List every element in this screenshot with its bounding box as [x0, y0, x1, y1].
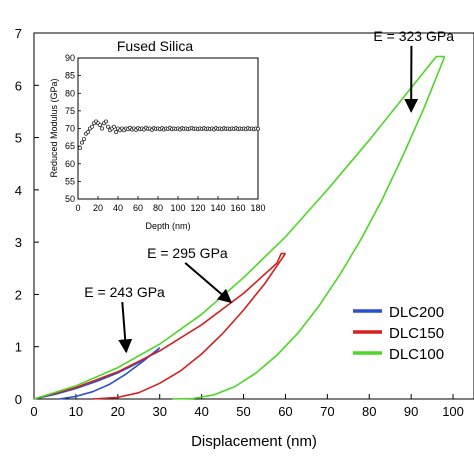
inset-plot: Fused Silica 0 20 40 60 80 100 120 140 160 180 50… — [49, 38, 266, 231]
inset-x-axis-ticks: 0 20 40 60 80 100 120 140 160 180 — [75, 196, 266, 213]
inset-data-point — [104, 119, 109, 124]
inset-x-tick-label: 160 — [230, 203, 245, 213]
inset-y-tick-label: 65 — [65, 141, 75, 151]
annotation-arrow — [118, 301, 133, 354]
inset-y-tick-label: 85 — [65, 71, 75, 81]
inset-y-tick-label: 60 — [65, 159, 75, 169]
inset-data-point — [255, 126, 260, 131]
x-tick-label: 30 — [152, 404, 166, 419]
main-annotations: E = 323 GPa E = 295 GPa E = 243 GPa — [84, 28, 454, 354]
annotation-arrow — [184, 262, 233, 304]
inset-x-tick-label: 140 — [210, 203, 225, 213]
inset-scatter-points — [78, 119, 260, 150]
y-tick-label: 1 — [15, 340, 22, 355]
main-y-axis-ticks: 0 1 2 3 4 5 6 7 — [15, 26, 39, 407]
main-plot-frame — [33, 32, 474, 400]
x-tick-label: 100 — [442, 404, 464, 419]
series-dlc100-loading-curve — [33, 55, 445, 400]
legend-label-dlc100: DLC100 — [389, 346, 444, 363]
inset-data-point — [106, 124, 111, 129]
inset-y-axis-ticks: 50 55 60 65 70 75 80 85 90 — [65, 53, 81, 204]
inset-y-tick-label: 75 — [65, 106, 75, 116]
y-tick-label: 6 — [15, 78, 22, 93]
inset-x-tick-label: 40 — [113, 203, 123, 213]
inset-y-tick-label: 70 — [65, 124, 75, 134]
y-tick-label: 4 — [15, 183, 22, 198]
x-tick-label: 20 — [111, 404, 125, 419]
inset-data-point — [100, 126, 105, 131]
series-dlc150-loading-curve — [33, 252, 286, 400]
x-tick-label: 10 — [69, 404, 83, 419]
legend-label-dlc150: DLC150 — [389, 325, 444, 342]
inset-y-tick-label: 80 — [65, 88, 75, 98]
series-dlc150-unloading-curve — [92, 253, 287, 400]
inset-y-tick-label: 90 — [65, 53, 75, 63]
annotation-label: E = 243 GPa — [84, 284, 165, 300]
inset-data-point — [86, 130, 91, 135]
inset-data-point — [112, 124, 117, 129]
inset-data-point — [82, 137, 87, 142]
series-dlc100-unloading-curve — [172, 56, 446, 400]
inset-y-axis-label: Reduced Modulus (GPa) — [49, 78, 59, 177]
inset-y-tick-label: 50 — [65, 194, 75, 204]
main-x-axis-ticks: 0 10 20 30 40 50 60 70 80 90 100 — [30, 394, 464, 419]
inset-data-point — [78, 145, 83, 150]
y-tick-label: 3 — [15, 235, 22, 250]
legend-label-dlc200: DLC200 — [389, 304, 444, 321]
y-tick-label: 2 — [15, 287, 22, 302]
annotation-label: E = 295 GPa — [147, 245, 228, 261]
inset-x-tick-label: 60 — [133, 203, 143, 213]
inset-y-tick-label: 55 — [65, 176, 75, 186]
main-plot: 0 10 20 30 40 50 60 70 80 90 100 0 1 2 3 4 5 6 7 E = 323 … — [15, 26, 474, 450]
x-tick-label: 0 — [30, 404, 37, 419]
y-tick-label: 5 — [15, 131, 22, 146]
annotation-label: E = 323 GPa — [373, 28, 454, 44]
x-tick-label: 80 — [362, 404, 376, 419]
series-dlc200-unloading-curve — [58, 347, 161, 400]
inset-x-tick-label: 0 — [75, 203, 80, 213]
x-tick-label: 50 — [236, 404, 250, 419]
x-tick-label: 70 — [320, 404, 334, 419]
inset-x-tick-label: 120 — [190, 203, 205, 213]
y-tick-label: 0 — [15, 392, 22, 407]
chart-legend: DLC200 DLC150 DLC100 — [353, 304, 444, 363]
inset-data-point — [80, 140, 85, 145]
x-tick-label: 90 — [404, 404, 418, 419]
inset-x-tick-label: 80 — [153, 203, 163, 213]
inset-x-tick-label: 20 — [93, 203, 103, 213]
main-series-group — [33, 55, 446, 400]
inset-x-tick-label: 180 — [250, 203, 265, 213]
inset-title: Fused Silica — [117, 38, 193, 54]
inset-data-point — [90, 124, 95, 129]
inset-x-axis-label: Depth (nm) — [145, 221, 190, 231]
x-tick-label: 40 — [194, 404, 208, 419]
inset-data-point — [98, 122, 103, 127]
inset-data-point — [114, 130, 119, 135]
x-tick-label: 60 — [278, 404, 292, 419]
inset-x-tick-label: 100 — [170, 203, 185, 213]
y-tick-label: 7 — [15, 26, 22, 41]
main-x-axis-label: Displacement (nm) — [191, 433, 317, 450]
